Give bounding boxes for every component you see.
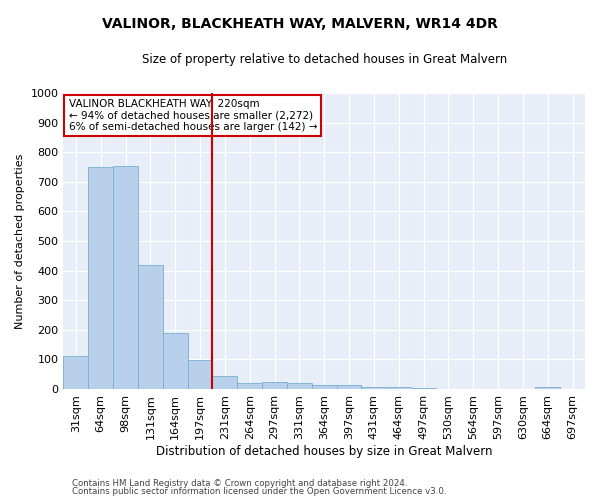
Bar bbox=[312, 385, 337, 389]
Bar bbox=[88, 167, 113, 389]
Bar bbox=[64, 356, 88, 389]
Title: Size of property relative to detached houses in Great Malvern: Size of property relative to detached ho… bbox=[142, 52, 507, 66]
Text: Contains public sector information licensed under the Open Government Licence v3: Contains public sector information licen… bbox=[72, 487, 446, 496]
Bar bbox=[386, 388, 411, 389]
Bar bbox=[237, 383, 262, 389]
Y-axis label: Number of detached properties: Number of detached properties bbox=[15, 154, 25, 328]
Bar bbox=[337, 385, 361, 389]
Bar bbox=[361, 388, 386, 389]
Text: VALINOR BLACKHEATH WAY: 220sqm
← 94% of detached houses are smaller (2,272)
6% o: VALINOR BLACKHEATH WAY: 220sqm ← 94% of … bbox=[68, 99, 317, 132]
Bar bbox=[163, 332, 188, 389]
Bar bbox=[287, 383, 312, 389]
Bar bbox=[138, 264, 163, 389]
Bar bbox=[212, 376, 237, 389]
Text: VALINOR, BLACKHEATH WAY, MALVERN, WR14 4DR: VALINOR, BLACKHEATH WAY, MALVERN, WR14 4… bbox=[102, 18, 498, 32]
Bar bbox=[188, 360, 212, 389]
X-axis label: Distribution of detached houses by size in Great Malvern: Distribution of detached houses by size … bbox=[156, 444, 493, 458]
Bar bbox=[262, 382, 287, 389]
Bar bbox=[411, 388, 436, 389]
Text: Contains HM Land Registry data © Crown copyright and database right 2024.: Contains HM Land Registry data © Crown c… bbox=[72, 478, 407, 488]
Bar bbox=[113, 166, 138, 389]
Bar bbox=[535, 386, 560, 389]
